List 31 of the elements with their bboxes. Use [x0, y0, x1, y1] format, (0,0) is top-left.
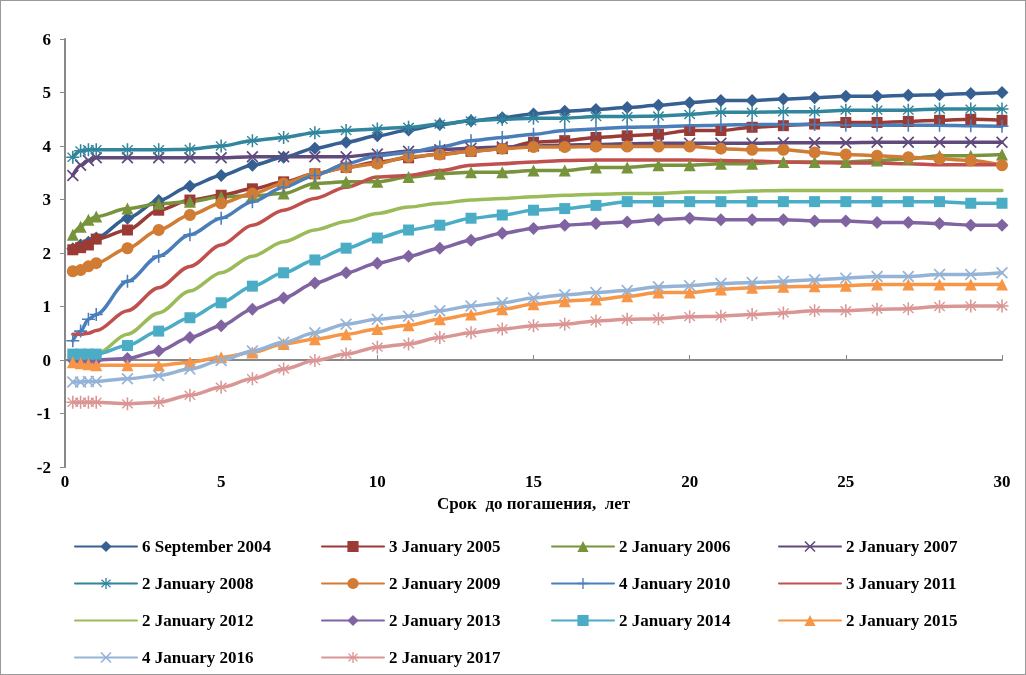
legend-label: 2 January 2012 — [142, 611, 254, 630]
x-tick-label: 10 — [368, 472, 386, 491]
x-tick-label: 0 — [60, 472, 70, 491]
legend-label: 2 January 2009 — [389, 574, 501, 593]
y-tick-label: -2 — [36, 457, 51, 477]
legend-label: 2 January 2017 — [389, 648, 501, 667]
x-tick-label: 20 — [681, 472, 699, 491]
y-tick-label: 0 — [42, 350, 51, 370]
legend-label: 2 January 2013 — [389, 611, 501, 630]
legend-label: 6 September 2004 — [142, 537, 272, 556]
legend-label: 3 January 2005 — [389, 537, 501, 556]
y-tick-label: 1 — [42, 297, 51, 316]
x-tick-label: 30 — [993, 472, 1011, 491]
legend-label: 2 January 2014 — [619, 611, 731, 630]
y-tick-label: 6 — [42, 29, 51, 49]
y-tick-label: 5 — [42, 83, 51, 102]
y-tick-label: 2 — [42, 243, 51, 263]
x-tick-label: 5 — [216, 472, 226, 491]
x-tick-label: 15 — [525, 472, 542, 491]
legend-label: 4 January 2010 — [619, 574, 731, 593]
x-axis-title: Срок до погашения, лет — [436, 493, 631, 513]
x-tick-label: 25 — [837, 472, 855, 491]
legend-label: 3 January 2011 — [846, 574, 957, 593]
y-tick-label: -1 — [36, 404, 51, 423]
legend-label: 2 January 2007 — [846, 537, 958, 556]
legend-label: 4 January 2016 — [142, 648, 254, 667]
y-tick-label: 3 — [42, 190, 51, 209]
y-tick-label: 4 — [42, 136, 52, 156]
legend-label: 2 January 2006 — [619, 537, 731, 556]
legend-label: 2 January 2008 — [142, 574, 254, 593]
legend-label: 2 January 2015 — [846, 611, 958, 630]
